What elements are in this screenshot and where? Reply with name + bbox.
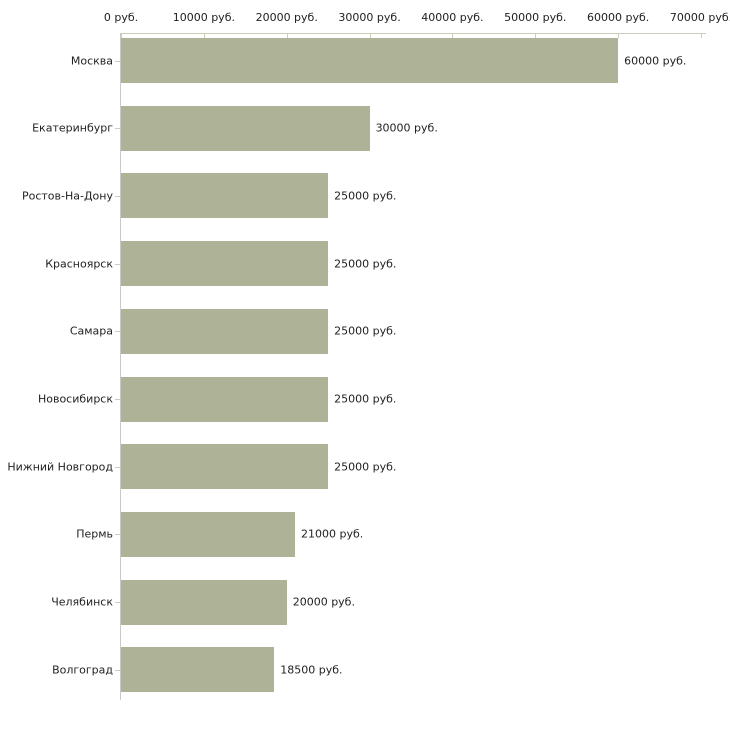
x-tick-mark [369, 34, 371, 38]
x-tick-label: 10000 руб. [172, 11, 235, 24]
bar [121, 308, 329, 354]
value-label: 21000 руб. [301, 527, 364, 541]
x-tick-mark [535, 34, 537, 38]
x-tick-label: 0 руб. [103, 11, 139, 24]
bar [121, 444, 329, 490]
x-tick-label: 30000 руб. [338, 11, 401, 24]
x-tick-mark [121, 34, 122, 38]
value-label: 25000 руб. [334, 324, 397, 338]
category-label: Ростов-На-Дону [21, 189, 113, 203]
x-tick-mark [701, 34, 702, 38]
category-label: Москва [70, 54, 113, 67]
bar [121, 376, 329, 422]
bar [121, 38, 619, 83]
category-label: Екатеринбург [32, 121, 113, 135]
y-tick-mark [115, 669, 120, 671]
value-label: 20000 руб. [292, 595, 355, 609]
bar [121, 105, 370, 151]
category-label: Красноярск [45, 257, 113, 271]
bar [121, 173, 329, 219]
y-tick-mark [115, 195, 120, 197]
x-tick-label: 50000 руб. [504, 11, 567, 24]
x-tick-label: 20000 руб. [255, 11, 318, 24]
y-tick-mark [115, 399, 120, 400]
bar [121, 579, 287, 625]
category-label: Волгоград [52, 663, 113, 677]
x-tick-mark [203, 34, 205, 38]
category-label: Новосибирск [37, 392, 113, 406]
value-label: 60000 руб. [624, 54, 687, 67]
x-tick-label: 70000 руб. [669, 11, 730, 24]
x-tick-label: 40000 руб. [421, 11, 484, 24]
x-tick-mark [452, 34, 454, 38]
value-label: 18500 руб. [280, 663, 343, 677]
y-tick-mark [115, 331, 120, 333]
value-label: 25000 руб. [334, 189, 397, 203]
y-tick-mark [115, 128, 120, 130]
y-axis-line [120, 33, 121, 700]
category-label: Нижний Новгород [7, 460, 113, 474]
value-label: 25000 руб. [334, 460, 397, 474]
value-label: 30000 руб. [375, 121, 438, 135]
value-label: 25000 руб. [334, 392, 397, 406]
category-label: Самара [69, 324, 113, 338]
x-tick-mark [286, 34, 288, 38]
x-tick-mark [618, 34, 620, 38]
category-label: Челябинск [51, 595, 113, 609]
bar [121, 241, 329, 287]
bar [121, 511, 295, 557]
value-label: 25000 руб. [334, 257, 397, 271]
y-tick-mark [115, 60, 120, 62]
category-label: Пермь [76, 527, 113, 541]
bar [121, 647, 275, 693]
x-axis-line [121, 33, 706, 34]
y-tick-mark [115, 534, 120, 536]
y-tick-mark [115, 263, 120, 265]
x-tick-label: 60000 руб. [587, 11, 650, 24]
y-tick-mark [115, 602, 120, 604]
y-tick-mark [115, 466, 120, 468]
